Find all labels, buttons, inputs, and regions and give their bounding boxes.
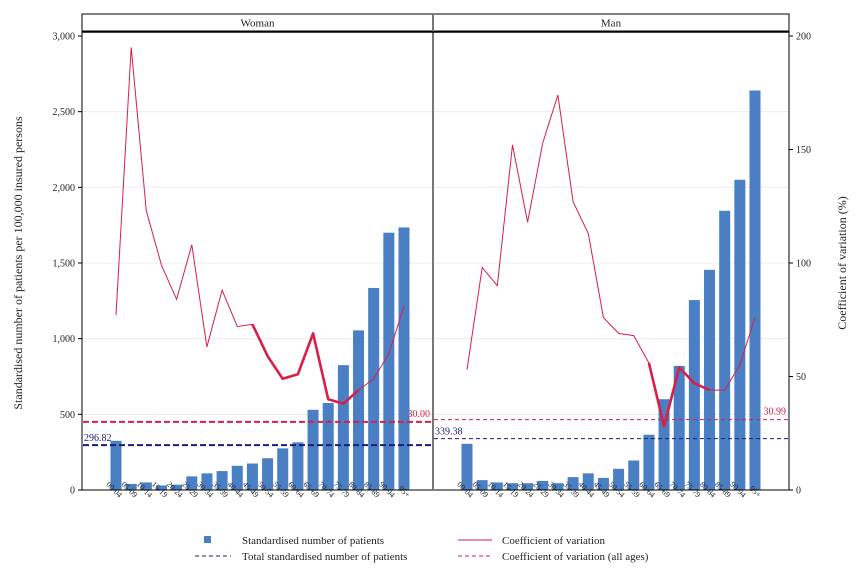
bar [201,473,213,490]
y-tick-label-left: 0 [70,486,75,497]
bar [216,471,228,490]
bar [749,90,761,490]
bar [246,463,258,490]
bar [582,473,594,490]
bar [140,482,152,490]
bar [368,287,380,490]
legend-label: Total standardised number of patients [242,551,407,563]
bar [613,468,625,490]
bar [628,460,640,490]
y-tick-label-left: 3,000 [53,32,76,43]
bar [398,227,410,491]
bar [277,448,289,490]
bar [262,458,274,490]
cv-line-emphasis [647,362,711,428]
bar [688,300,700,490]
legend-label: Coefficient of variation [502,535,606,547]
total-label: 339.38 [435,427,463,438]
bar [186,476,198,490]
bar [719,210,731,491]
bar [231,465,243,490]
bar [171,484,183,490]
y-tick-label-left: 1,000 [53,334,76,345]
bar [476,480,488,490]
total-label: 296.82 [84,433,112,444]
y-tick-label-right: 0 [796,486,801,497]
bar [597,477,609,490]
bar [491,482,503,490]
bar [337,365,349,490]
bar [643,434,655,490]
bar [110,440,122,490]
bar [658,399,670,490]
y-tick-label-left: 1,500 [53,259,76,270]
bar [673,365,685,490]
bar [322,402,334,490]
y-axis-title-right: Coefficient of variation (%) [835,196,849,329]
bar [552,483,564,490]
bar [353,330,365,490]
panel-title: Man [601,18,622,30]
bar [567,477,579,490]
bar [506,483,518,490]
y-axis-title-left: Standardised number of patients per 100,… [11,116,25,410]
bar [292,442,304,490]
bar [704,269,716,490]
y-tick-label-left: 500 [60,410,75,421]
bar [522,483,534,490]
y-tick-label-right: 50 [796,372,806,383]
plot-frame [81,13,790,491]
y-tick-label-left: 2,500 [53,107,76,118]
panel-title: Woman [241,18,275,30]
cv-line-emphasis [251,323,360,406]
bar [537,480,549,490]
y-tick-label-left: 2,000 [53,183,76,194]
legend-swatch-bar [204,536,211,543]
bar [383,232,395,490]
bar [461,443,473,490]
legend-label: Coefficient of variation (all ages) [502,551,649,563]
bar [307,409,319,490]
bar [125,483,137,490]
bar [734,179,746,490]
y-tick-label-right: 200 [796,32,811,43]
legend-label: Standardised number of patients [242,535,384,547]
y-tick-label-right: 150 [796,145,811,156]
cv-all-label: 30.99 [764,407,787,418]
y-tick-label-right: 100 [796,259,811,270]
cv-all-label: 30.00 [408,409,431,420]
bar [155,485,167,490]
